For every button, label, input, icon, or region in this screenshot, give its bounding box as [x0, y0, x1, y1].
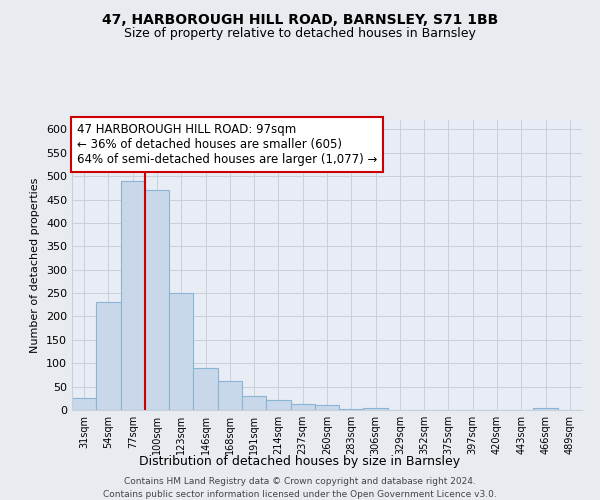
Bar: [145, 190, 169, 410]
Bar: [96, 302, 121, 410]
Bar: [121, 181, 145, 410]
Text: 47, HARBOROUGH HILL ROAD, BARNSLEY, S71 1BB: 47, HARBOROUGH HILL ROAD, BARNSLEY, S71 …: [102, 12, 498, 26]
Bar: [364, 408, 388, 410]
Text: Size of property relative to detached houses in Barnsley: Size of property relative to detached ho…: [124, 28, 476, 40]
Bar: [242, 396, 266, 410]
Bar: [533, 408, 558, 410]
Text: 47 HARBOROUGH HILL ROAD: 97sqm
← 36% of detached houses are smaller (605)
64% of: 47 HARBOROUGH HILL ROAD: 97sqm ← 36% of …: [77, 123, 377, 166]
Bar: [315, 406, 339, 410]
Bar: [266, 400, 290, 410]
Text: Distribution of detached houses by size in Barnsley: Distribution of detached houses by size …: [139, 455, 461, 468]
Text: Contains public sector information licensed under the Open Government Licence v3: Contains public sector information licen…: [103, 490, 497, 499]
Bar: [290, 404, 315, 410]
Text: Contains HM Land Registry data © Crown copyright and database right 2024.: Contains HM Land Registry data © Crown c…: [124, 478, 476, 486]
Bar: [72, 398, 96, 410]
Y-axis label: Number of detached properties: Number of detached properties: [31, 178, 40, 352]
Bar: [339, 409, 364, 410]
Bar: [193, 368, 218, 410]
Bar: [218, 380, 242, 410]
Bar: [169, 293, 193, 410]
